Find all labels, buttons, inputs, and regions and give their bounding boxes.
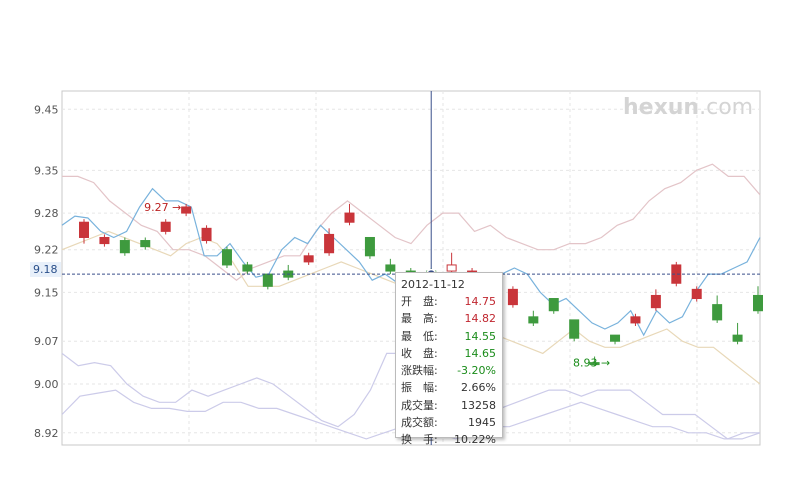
tooltip-row: 振 幅: 2.66% — [396, 379, 502, 396]
tooltip-label: 成交额: — [401, 416, 438, 430]
candle-body[interactable] — [753, 294, 763, 312]
tooltip-value: 2.66% — [461, 381, 496, 395]
candle-body[interactable] — [548, 298, 559, 312]
candle-body[interactable] — [181, 206, 192, 214]
candle-body[interactable] — [119, 240, 130, 254]
tooltip-label: 开 盘: — [401, 295, 438, 308]
tooltip-label: 最 高: — [401, 312, 438, 326]
y-tick-label: 9.22 — [34, 244, 59, 257]
tooltip-row: 涨跌幅: -3.20% — [396, 362, 502, 379]
candle-body[interactable] — [691, 288, 702, 300]
candle-body[interactable] — [364, 236, 375, 257]
tooltip-label: 换 手: — [401, 433, 438, 447]
candle-body[interactable] — [610, 334, 621, 342]
tooltip-value: 14.65 — [464, 346, 497, 360]
current-price-label: 9.18 — [30, 262, 61, 277]
candle-body[interactable] — [385, 264, 396, 272]
candle-body[interactable] — [262, 273, 273, 287]
tooltip-value: 10.22% — [454, 433, 496, 447]
y-tick-label: 9.07 — [34, 335, 59, 348]
y-tick-label: 8.92 — [34, 427, 59, 440]
candle-body[interactable] — [99, 236, 110, 245]
tooltip-row: 最 高: 14.82 — [396, 310, 502, 327]
candle-body[interactable] — [712, 304, 723, 321]
tooltip-label: 收 盘: — [401, 346, 438, 360]
gridlines — [62, 91, 760, 445]
tooltip-label: 成交量: — [401, 398, 438, 412]
candle-body[interactable] — [507, 288, 518, 306]
y-tick-label: 9.45 — [34, 103, 59, 116]
tooltip-row: 成交额: 1945 — [396, 414, 502, 431]
tooltip-label: 振 幅: — [401, 381, 438, 395]
candle-body[interactable] — [732, 334, 743, 342]
tooltip-row: 成交量: 13258 — [396, 397, 502, 414]
candle-body[interactable] — [324, 233, 335, 254]
candle-body[interactable] — [344, 212, 355, 223]
tooltip-label: 最 低: — [401, 329, 438, 343]
candle-body[interactable] — [160, 221, 171, 232]
y-tick-label: 9.28 — [34, 207, 59, 220]
candle-body[interactable] — [650, 294, 661, 309]
watermark: hexun.com — [623, 95, 753, 120]
candle-body[interactable] — [446, 264, 457, 272]
y-axis-ticks: 9.45 9.35 9.28 9.22 9.15 9.07 9.00 8.92 — [34, 103, 59, 439]
tooltip-row: 开 盘: 14.75 — [396, 293, 502, 310]
candle-body[interactable] — [242, 264, 253, 272]
candle-body[interactable] — [589, 362, 600, 366]
annotation-label: 8.93 → — [573, 357, 610, 370]
tooltip-value: 14.75 — [464, 295, 497, 308]
candle-body[interactable] — [79, 221, 89, 238]
candle-body[interactable] — [140, 240, 151, 248]
candle-body[interactable] — [528, 316, 539, 324]
tooltip-value: -3.20% — [457, 364, 496, 378]
candle-body[interactable] — [671, 264, 682, 284]
candle-body[interactable] — [201, 227, 212, 242]
tooltip-value: 1945 — [468, 416, 496, 430]
ohlc-tooltip: 2012-11-12 开 盘: 14.75 最 高: 14.82 最 低: 14.55 收 … — [395, 272, 503, 446]
tooltip-row: 换 手: 10.22% — [396, 431, 502, 448]
y-tick-label: 9.00 — [34, 378, 59, 391]
annotation-label: 9.27 → — [144, 201, 181, 214]
candle-body[interactable] — [303, 255, 314, 263]
candle-body[interactable] — [569, 319, 580, 339]
tooltip-row: 最 低: 14.55 — [396, 328, 502, 345]
candle-body[interactable] — [221, 249, 232, 266]
tooltip-value: 14.55 — [464, 329, 497, 343]
tooltip-value: 13258 — [461, 398, 496, 412]
annotations: 9.27 → 8.93 → — [144, 201, 610, 370]
tooltip-row: 收 盘: 14.65 — [396, 345, 502, 362]
tooltip-date: 2012-11-12 — [401, 278, 465, 291]
y-tick-label: 9.15 — [34, 286, 59, 299]
tooltip-label: 涨跌幅: — [401, 364, 438, 378]
tooltip-value: 14.82 — [464, 312, 497, 326]
candle-body[interactable] — [630, 316, 641, 324]
y-tick-label: 9.35 — [34, 164, 59, 177]
